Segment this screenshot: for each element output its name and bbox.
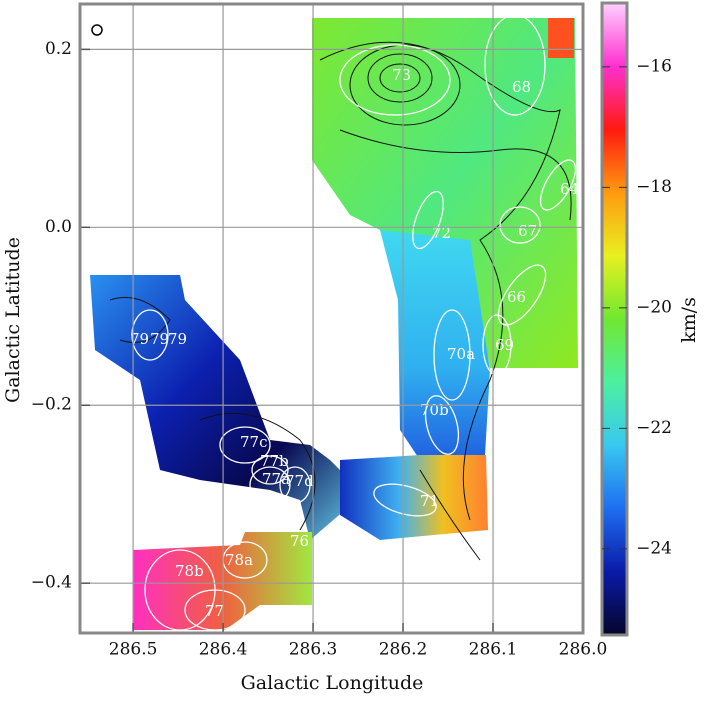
y-axis-label: Galactic Latitude [2,237,24,403]
region-label: 68 [512,78,531,96]
region-label: 77a [262,470,290,488]
region-label: 70a [447,345,475,363]
region-label: 77b [260,452,289,470]
region-label: 79 [150,330,169,348]
x-tick-label: 286.4 [199,640,248,660]
x-tick-label: 286.0 [559,640,608,660]
region-label: 77d [285,472,314,490]
region-label: 72 [432,224,451,242]
region-label: 64 [560,180,579,198]
colorbar-tick-label: −20 [636,297,672,317]
region-ellipses [91,14,577,631]
region-label: 79 [130,330,149,348]
region-label: 77 [205,602,224,620]
region-label: 76 [290,532,309,550]
x-tick-label: 286.3 [289,640,338,660]
x-tick-label: 286.2 [379,640,428,660]
region-label: 78b [175,562,204,580]
region-label: 77c [240,433,268,451]
colorbar-tick-label: −16 [636,56,672,76]
colorbar-tick-label: −18 [636,177,672,197]
region-label: 67 [518,222,537,240]
y-tick-label: 0.2 [45,39,72,59]
region-label: 78a [225,551,253,569]
region-label: 66 [507,288,526,306]
y-tick-label: −0.4 [31,573,72,593]
colorbar-tick-label: −22 [636,418,672,438]
region-label: 73 [392,66,411,84]
x-tick-label: 286.1 [469,640,518,660]
region-label: 71 [420,492,439,510]
x-axis-label: Galactic Longitude [241,672,424,694]
colorbar [600,1,629,637]
velocity-image [90,18,578,630]
region-label: 70b [420,401,449,419]
region-labels: 73 68 64 72 67 66 69 70a 70b 71 77c 77b … [130,66,579,620]
y-tick-label: −0.2 [31,395,72,415]
plot-frame [78,2,585,635]
colorbar-label: km/s [678,297,700,343]
region-label: 79 [168,330,187,348]
x-tick-label: 286.5 [109,640,158,660]
colorbar-tick-label: −24 [636,538,672,558]
y-tick-label: 0.0 [45,217,72,237]
region-label: 69 [495,336,514,354]
